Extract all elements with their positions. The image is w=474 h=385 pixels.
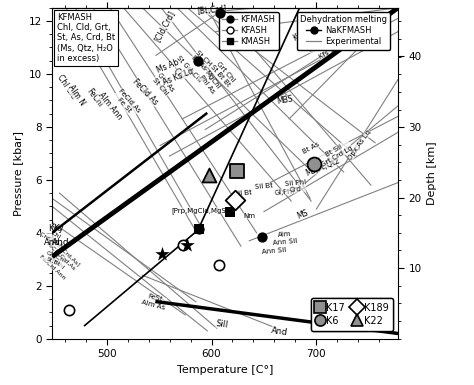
Point bbox=[195, 226, 203, 232]
Text: And: And bbox=[271, 326, 289, 337]
Text: Bt Sil
Grt Crd Lq: Bt Sil Grt Crd Lq bbox=[317, 139, 354, 168]
Text: Ky: Ky bbox=[53, 224, 64, 233]
Point bbox=[215, 261, 223, 268]
Text: Chl: Chl bbox=[172, 66, 186, 82]
Text: [FeSt,Crd,As]
FeCls,Crd,As: [FeSt,Crd,As] FeCls,Crd,As bbox=[44, 236, 81, 272]
Text: Sil Phl
Crd: Sil Phl Crd bbox=[284, 179, 307, 194]
Text: FeSt
Alm As: FeSt Alm As bbox=[141, 293, 167, 311]
Text: Ky: Ky bbox=[48, 224, 58, 233]
Point bbox=[194, 58, 201, 64]
Text: Ann Sil: Ann Sil bbox=[262, 247, 287, 255]
Text: [Prp,MgCld,MgSt]: [Prp,MgCld,MgSt] bbox=[171, 207, 231, 214]
Text: Sil Bt: Sil Bt bbox=[234, 189, 252, 197]
Text: Sill: Sill bbox=[215, 319, 229, 330]
Text: Bt As: Bt As bbox=[302, 141, 320, 155]
Point bbox=[180, 242, 187, 248]
Point bbox=[158, 251, 166, 257]
Text: And: And bbox=[44, 238, 60, 247]
Text: Ms Ab: Ms Ab bbox=[155, 57, 180, 74]
Text: Ky: Ky bbox=[292, 31, 303, 43]
Text: FeChl
Fe,Cld Ann: FeChl Fe,Cld Ann bbox=[38, 249, 70, 280]
Text: Grt Chl
St Bt Bt: Grt Chl St Bt Bt bbox=[210, 60, 237, 88]
X-axis label: Temperature [C°]: Temperature [C°] bbox=[177, 365, 273, 375]
Text: MgChl
Phl As: MgChl Phl As bbox=[198, 69, 221, 94]
Text: MBS: MBS bbox=[276, 95, 294, 106]
Point bbox=[258, 234, 265, 240]
Text: FeChl: FeChl bbox=[84, 87, 104, 109]
Text: FeCld As: FeCld As bbox=[131, 78, 160, 107]
Text: Alm
Ann Sil: Alm Ann Sil bbox=[272, 231, 298, 246]
Point bbox=[231, 197, 238, 203]
Text: Gld As
St Chl: Gld As St Chl bbox=[151, 72, 175, 97]
Text: [Bt,Crd]: [Bt,Crd] bbox=[196, 5, 227, 16]
Text: [Cld,Crd]: [Cld,Crd] bbox=[154, 9, 177, 44]
Text: Chl Cld: Chl Cld bbox=[55, 74, 78, 101]
Text: Sil: Sil bbox=[306, 41, 319, 54]
Y-axis label: Pressure [kbar]: Pressure [kbar] bbox=[13, 131, 23, 216]
Text: KFMASH
Chl, Cld, Grt,
St, As, Crd, Bt
(Ms, Qtz, H₂O
in excess): KFMASH Chl, Cld, Grt, St, As, Crd, Bt (M… bbox=[57, 13, 116, 63]
Text: Alm N: Alm N bbox=[66, 83, 86, 107]
Text: Gd,Chl
St,Bt: Gd,Chl St,Bt bbox=[43, 250, 66, 269]
Text: FeCld As
Fe St: FeCld As Fe St bbox=[112, 88, 141, 119]
Text: Sil Bt: Sil Bt bbox=[255, 183, 273, 190]
Y-axis label: Depth [km]: Depth [km] bbox=[427, 141, 437, 205]
Point bbox=[206, 171, 213, 177]
Text: Kfs Sil Bt Lq: Kfs Sil Bt Lq bbox=[318, 35, 357, 60]
Text: MS: MS bbox=[296, 208, 310, 221]
Point bbox=[65, 306, 73, 313]
Text: As Ks Lq: As Ks Lq bbox=[161, 66, 194, 87]
Text: MBS: MBS bbox=[260, 12, 278, 24]
Point bbox=[233, 167, 240, 174]
Text: Ms,Ft,Qtz: Ms,Ft,Qtz bbox=[304, 156, 341, 177]
Point bbox=[310, 161, 318, 167]
Text: Gl,Phl: Gl,Phl bbox=[274, 188, 295, 196]
Point bbox=[227, 209, 234, 215]
Text: Nm: Nm bbox=[243, 213, 255, 219]
Legend: K17, K6, K189, K22: K17, K6, K189, K22 bbox=[311, 298, 393, 331]
Point bbox=[195, 226, 203, 232]
Text: St Grt Chl: St Grt Chl bbox=[176, 54, 203, 83]
Point bbox=[216, 10, 224, 16]
Text: And: And bbox=[52, 238, 70, 247]
Point bbox=[183, 242, 191, 248]
Text: Alm Ann: Alm Ann bbox=[96, 90, 123, 121]
Text: Chl
Crd Bt As: Chl Crd Bt As bbox=[39, 226, 70, 250]
Text: St CH
Bt As: St CH Bt As bbox=[190, 49, 212, 72]
Text: Opx,As Lq: Opx,As Lq bbox=[347, 129, 372, 161]
